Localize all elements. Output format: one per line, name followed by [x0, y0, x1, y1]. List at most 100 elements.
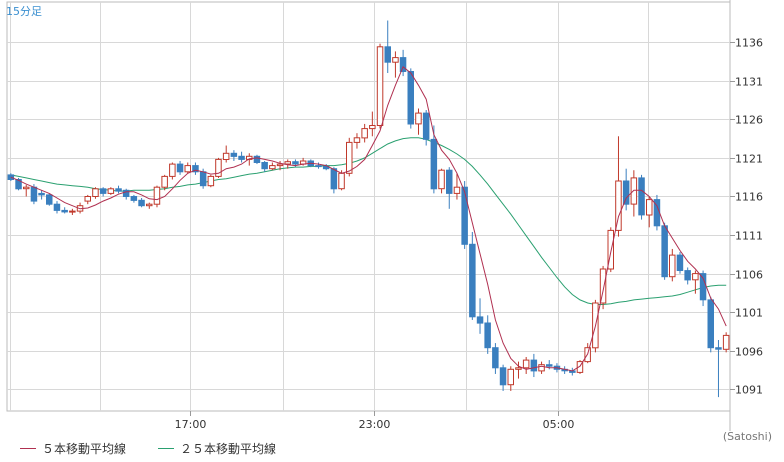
- candle-down: [715, 340, 722, 398]
- candle-body: [38, 192, 45, 196]
- candle-up: [246, 153, 253, 166]
- candle-down: [530, 353, 538, 378]
- candle-body: [646, 199, 653, 216]
- candle-body: [176, 163, 184, 173]
- candle-body: [661, 225, 668, 278]
- candle-body: [430, 138, 438, 190]
- candle-up: [69, 208, 76, 215]
- candle-up: [92, 187, 99, 199]
- candle-up: [184, 162, 191, 174]
- candle-down: [230, 150, 238, 161]
- candle-up: [392, 51, 399, 78]
- candle-down: [499, 364, 507, 391]
- candle-down: [484, 315, 491, 354]
- candle-body: [92, 188, 99, 198]
- candle-up: [284, 159, 291, 169]
- candle-up: [153, 185, 161, 208]
- candle-up: [615, 136, 622, 237]
- ma25-line: [10, 137, 727, 305]
- candle-body: [538, 364, 545, 372]
- candle-body: [399, 57, 407, 72]
- x-tick-label: 23:00: [359, 418, 391, 431]
- legend-swatch-ma25: [158, 448, 174, 449]
- candle-up: [646, 196, 653, 228]
- candle-down: [315, 162, 322, 169]
- candle-body: [422, 112, 430, 140]
- candle-body: [30, 186, 38, 202]
- y-tick-label: 1111: [735, 230, 763, 243]
- candle-up: [276, 160, 284, 171]
- y-tick-label: 1136: [735, 37, 763, 50]
- candle-body: [438, 169, 445, 190]
- candle-body: [99, 188, 107, 194]
- candle-body: [615, 180, 622, 231]
- candle-down: [469, 231, 476, 320]
- candle-body: [392, 57, 399, 63]
- candle-body: [415, 112, 422, 125]
- candle-down: [430, 125, 438, 194]
- candle-body: [522, 359, 530, 369]
- candle-down: [53, 201, 61, 214]
- candle-body: [315, 165, 322, 168]
- candle-body: [722, 334, 730, 350]
- candle-body: [230, 152, 238, 157]
- x-tick-label: 17:00: [175, 418, 207, 431]
- candle-body: [346, 141, 353, 174]
- candle-down: [407, 68, 414, 129]
- candle-up: [722, 332, 730, 353]
- candle-body: [330, 168, 338, 190]
- y-tick-label: 1121: [735, 153, 763, 166]
- y-tick-label: 1131: [735, 76, 763, 89]
- candle-up: [453, 173, 461, 200]
- candle-down: [653, 194, 661, 231]
- legend-item-ma25: ２５本移動平均線: [158, 440, 276, 457]
- candle-body: [446, 169, 453, 194]
- candle-up: [522, 356, 530, 374]
- candle-up: [107, 187, 115, 195]
- candlestick-chart: 1091 1096 1101 1106 1111 1116 1121 1126 1131 1136…: [6, 0, 763, 431]
- candle-body: [361, 128, 368, 139]
- candle-body: [292, 161, 299, 165]
- candle-down: [446, 167, 453, 209]
- candle-body: [407, 71, 414, 125]
- y-tick-label: 1116: [735, 191, 763, 204]
- candle-up: [576, 360, 584, 374]
- candle-body: [322, 165, 330, 170]
- candle-down: [253, 154, 261, 165]
- candle-body: [484, 322, 491, 349]
- candle-body: [676, 254, 684, 272]
- candle-body: [692, 273, 699, 281]
- candle-body: [684, 270, 691, 281]
- candle-down: [661, 222, 668, 280]
- candle-down: [115, 185, 122, 194]
- candle-up: [669, 248, 676, 282]
- candle-body: [161, 175, 168, 188]
- candle-down: [122, 188, 130, 200]
- candle-body: [715, 347, 722, 350]
- candle-body: [138, 199, 145, 207]
- candle-down: [61, 207, 68, 214]
- candle-down: [707, 296, 714, 353]
- candle-body: [84, 196, 91, 202]
- candle-body: [23, 186, 30, 190]
- candle-down: [192, 162, 199, 175]
- credit-text: (Satoshi): [722, 430, 772, 443]
- candle-body: [638, 177, 645, 216]
- candle-up: [169, 162, 176, 180]
- candle-body: [369, 125, 376, 130]
- candle-up: [369, 111, 376, 137]
- candle-up: [23, 184, 30, 197]
- candle-up: [84, 194, 91, 205]
- candle-down: [676, 252, 684, 274]
- candle-body: [461, 186, 468, 245]
- candle-body: [169, 163, 176, 177]
- candle-body: [184, 165, 191, 173]
- candle-down: [130, 194, 138, 203]
- candle-up: [215, 157, 222, 178]
- candle-body: [530, 359, 538, 372]
- legend: ５本移動平均線 ２５本移動平均線 (Satoshi): [0, 430, 784, 462]
- candle-body: [607, 229, 614, 270]
- candle-body: [453, 186, 461, 194]
- candle-up: [607, 227, 614, 273]
